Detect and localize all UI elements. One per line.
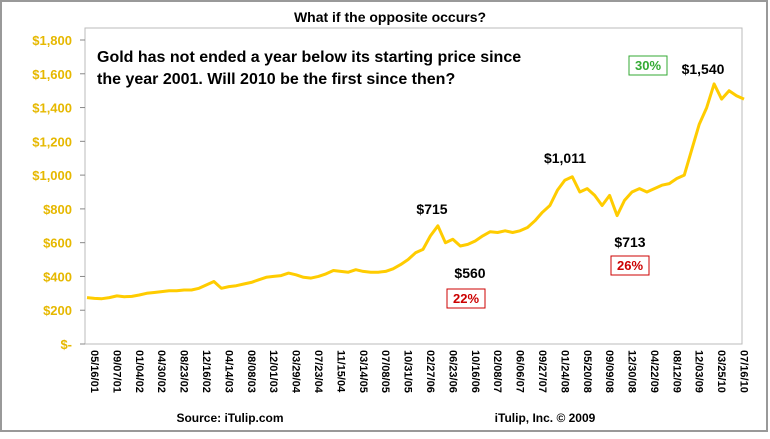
x-tick-label: 04/30/02 <box>155 350 167 393</box>
x-tick-label: 04/14/03 <box>222 350 234 393</box>
x-tick-label: 07/16/10 <box>738 350 750 393</box>
y-tick-label: $600 <box>43 236 72 251</box>
chart-title: What if the opposite occurs? <box>294 9 486 25</box>
annotation-box <box>628 55 668 76</box>
x-tick-label: 05/16/01 <box>88 350 100 393</box>
x-tick-label: 01/04/02 <box>133 350 145 393</box>
x-tick-label: 07/23/04 <box>312 350 324 394</box>
y-tick-label: $1,200 <box>32 134 72 149</box>
x-tick-label: 03/29/04 <box>290 350 302 394</box>
y-tick-label: $200 <box>43 303 72 318</box>
annotation-box <box>446 288 486 309</box>
annotation: $715 <box>416 201 447 217</box>
x-tick-label: 05/20/08 <box>581 350 593 393</box>
y-tick-label: $1,000 <box>32 168 72 183</box>
x-tick-label: 12/03/09 <box>693 350 705 393</box>
annotation: 30% <box>635 58 661 73</box>
annotation: $1,540 <box>682 61 725 77</box>
y-tick-label: $1,600 <box>32 67 72 82</box>
annotation: $560 <box>454 265 485 281</box>
x-tick-label: 09/09/08 <box>603 350 615 393</box>
price-line <box>86 82 745 301</box>
x-tick-label: 10/31/05 <box>402 350 414 393</box>
y-tick-label: $- <box>60 337 72 352</box>
x-tick-label: 07/08/05 <box>379 350 391 393</box>
y-tick-label: $1,400 <box>32 101 72 116</box>
credit: iTulip, Inc. © 2009 <box>495 411 596 425</box>
x-tick-label: 06/06/07 <box>514 350 526 393</box>
annotation-box <box>610 255 650 276</box>
x-tick-label: 11/15/04 <box>334 350 346 393</box>
x-tick-label: 03/14/05 <box>357 350 369 393</box>
source: Source: iTulip.com <box>176 411 283 425</box>
y-tick-label: $800 <box>43 202 72 217</box>
annotation: $1,011 <box>544 150 586 166</box>
x-tick-label: 12/01/03 <box>267 350 279 393</box>
y-tick-label: $400 <box>43 269 72 284</box>
plot-area <box>84 27 743 345</box>
x-tick-label: 02/27/06 <box>424 350 436 393</box>
annotation: 26% <box>617 258 643 273</box>
x-tick-label: 08/08/03 <box>245 350 257 393</box>
annotation: the year 2001. Will 2010 be the first si… <box>97 71 455 88</box>
x-tick-label: 12/16/02 <box>200 350 212 393</box>
x-tick-label: 09/07/01 <box>110 350 122 393</box>
x-tick-label: 08/23/02 <box>178 350 190 393</box>
x-tick-label: 09/27/07 <box>536 350 548 393</box>
y-tick-label: $1,800 <box>32 33 72 48</box>
x-tick-label: 12/30/08 <box>626 350 638 393</box>
annotation: 22% <box>453 291 479 306</box>
x-tick-label: 01/24/08 <box>558 350 570 393</box>
x-tick-label: 06/23/06 <box>446 350 458 393</box>
x-tick-label: 10/16/06 <box>469 350 481 393</box>
annotation: $713 <box>614 234 645 250</box>
x-tick-label: 08/12/09 <box>670 350 682 393</box>
x-tick-label: 02/08/07 <box>491 350 503 393</box>
x-tick-label: 03/25/10 <box>715 350 727 393</box>
x-tick-label: 04/22/09 <box>648 350 660 393</box>
annotation: Gold has not ended a year below its star… <box>97 49 521 66</box>
